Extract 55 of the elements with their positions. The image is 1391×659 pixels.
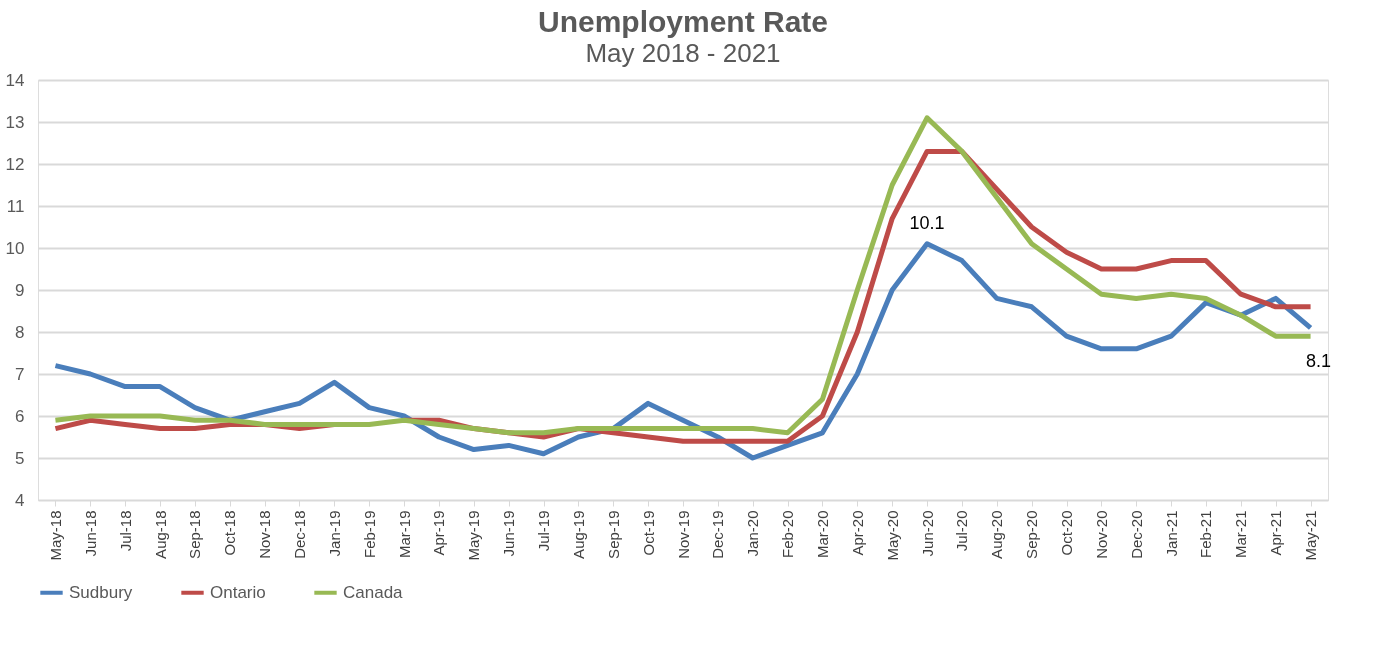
x-tick-label: Apr-20 [848,510,866,556]
y-tick-label: 9 [15,280,25,300]
x-tick-label: Feb-21 [1197,510,1215,559]
x-tick-label: Jul-20 [953,510,971,552]
y-tick-label: 14 [5,70,25,90]
x-tick-label: Apr-19 [430,510,448,556]
y-tick-label: 13 [5,112,25,132]
x-tick-label: May-21 [1302,510,1320,561]
x-tick-label: Mar-21 [1232,510,1250,559]
x-tick-label: Aug-19 [569,510,587,559]
x-tick-label: Aug-18 [151,510,169,559]
x-tick-label: Sep-19 [604,510,622,559]
legend-label: Canada [343,582,404,602]
y-tick-label: 7 [15,364,25,384]
x-tick-label: Oct-18 [221,510,239,556]
y-tick-label: 6 [15,406,25,426]
x-tick-label: Oct-20 [1058,510,1076,556]
legend-label: Sudbury [69,582,133,602]
x-tick-label: Jan-20 [744,510,762,557]
y-tick-label: 11 [6,196,25,216]
data-label: 10.1 [909,212,945,233]
y-tick-label: 5 [15,448,25,468]
x-tick-label: May-18 [46,510,64,561]
y-tick-label: 10 [5,238,25,258]
x-tick-label: Aug-20 [988,510,1006,559]
x-tick-label: Jun-19 [500,510,518,557]
x-tick-label: Jul-18 [116,510,134,552]
x-tick-label: Jun-20 [918,510,936,557]
x-tick-label: Dec-19 [709,510,727,559]
chart-title: Unemployment Rate [537,5,829,38]
x-tick-label: Dec-20 [1127,510,1145,559]
x-tick-label: Sep-20 [1023,510,1041,559]
x-tick-label: Jul-19 [535,510,553,552]
x-tick-label: Oct-19 [639,510,657,556]
y-tick-label: 4 [15,490,25,510]
x-tick-label: Feb-19 [360,510,378,559]
x-tick-label: Nov-19 [674,510,692,559]
x-tick-label: Nov-18 [256,510,274,559]
x-tick-label: Dec-18 [290,510,308,559]
x-tick-label: May-19 [465,510,483,561]
x-tick-label: Mar-19 [395,510,413,559]
y-tick-label: 8 [15,322,25,342]
x-tick-label: Feb-20 [779,510,797,559]
chart-subtitle: May 2018 - 2021 [585,38,781,68]
x-tick-label: Sep-18 [186,510,204,559]
x-tick-label: Mar-20 [813,510,831,559]
x-tick-label: Jan-21 [1162,510,1180,557]
y-tick-label: 12 [5,154,25,174]
x-tick-label: Nov-20 [1092,510,1110,559]
x-tick-label: Jan-19 [325,510,343,557]
x-tick-label: Apr-21 [1267,510,1285,556]
x-tick-label: Jun-18 [81,510,99,557]
x-tick-label: May-20 [883,510,901,561]
data-label: 8.1 [1306,350,1332,371]
legend-label: Ontario [210,582,266,602]
